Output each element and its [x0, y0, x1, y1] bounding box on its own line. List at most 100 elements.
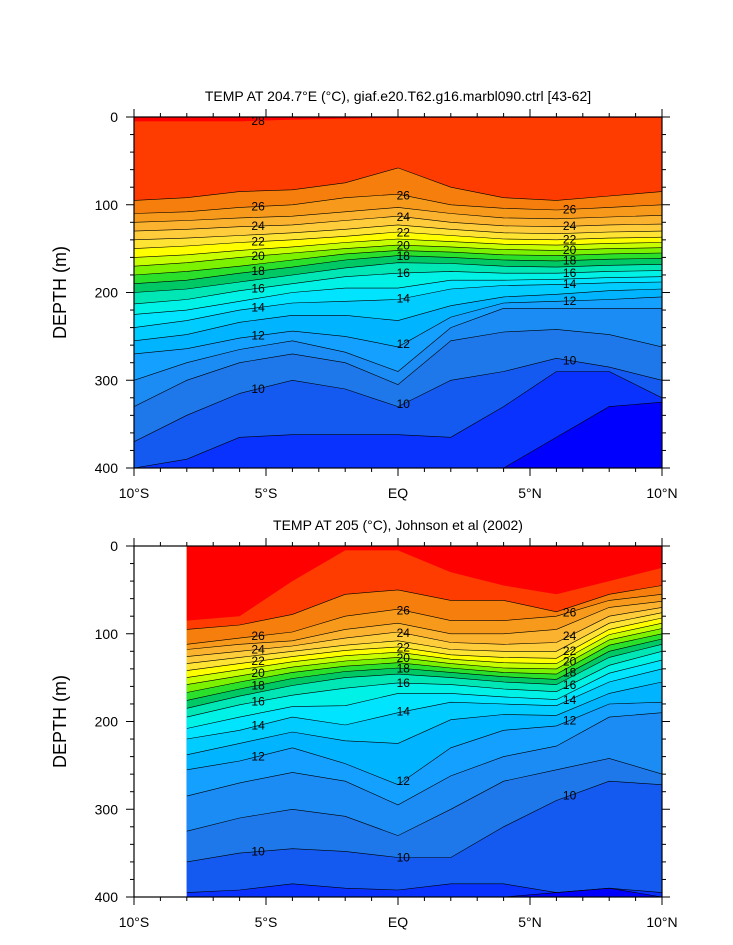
isotherm-17 — [186, 644, 662, 709]
isotherm-label: 12 — [397, 774, 411, 788]
isotherm-label: 10 — [397, 851, 411, 865]
y-tick-label: 300 — [95, 801, 119, 817]
y-axis-label: DEPTH (m) — [50, 675, 70, 768]
x-tick-label: 10°N — [646, 914, 677, 930]
isotherm-label: 18 — [397, 661, 411, 675]
isotherm-label: 24 — [397, 210, 411, 224]
isotherm-19 — [186, 633, 662, 693]
isotherm-label: 14 — [397, 705, 411, 719]
isotherm-27 — [186, 585, 662, 630]
isotherm-label: 10 — [563, 354, 577, 368]
isotherm-label: 24 — [397, 626, 411, 640]
isotherm-label: 14 — [397, 291, 411, 305]
isotherm-16 — [186, 651, 662, 718]
isotherm-label: 10 — [397, 397, 411, 411]
x-tick-label: 10°S — [119, 485, 150, 501]
isotherm-25 — [134, 207, 662, 223]
isotherm-label: 16 — [251, 281, 265, 295]
band-27 — [134, 117, 662, 201]
isotherm-label: 24 — [563, 219, 577, 233]
isotherm-26 — [186, 594, 662, 645]
isotherm-9 — [134, 401, 662, 468]
isotherm-label: 20 — [251, 249, 265, 263]
y-tick-label: 400 — [95, 889, 119, 905]
isotherm-10-5 — [134, 329, 662, 407]
isotherm-label: 26 — [563, 202, 577, 216]
isotherm-label: 16 — [251, 694, 265, 708]
isotherm-label: 20 — [397, 651, 411, 665]
y-tick-label: 0 — [110, 538, 118, 554]
isotherm-label: 12 — [563, 294, 577, 308]
isotherm-label: 24 — [563, 629, 577, 643]
isotherm-10-5 — [186, 758, 662, 836]
isotherm-12 — [134, 296, 662, 355]
isotherm-label: 22 — [397, 225, 411, 239]
y-tick-label: 400 — [95, 460, 119, 476]
y-tick-label: 200 — [95, 285, 119, 301]
isotherm-label: 22 — [251, 654, 265, 668]
x-tick-label: EQ — [388, 485, 408, 501]
isotherm-label: 28 — [251, 114, 265, 128]
isotherm-label: 18 — [563, 665, 577, 679]
isotherm-label: 26 — [251, 629, 265, 643]
isotherm-label: 20 — [251, 666, 265, 680]
isotherm-15 — [186, 659, 662, 729]
isotherm-17 — [134, 262, 662, 293]
isotherm-27 — [134, 167, 662, 201]
isotherm-label: 24 — [251, 642, 265, 656]
isotherm-label: 26 — [563, 605, 577, 619]
isotherm-label: 24 — [251, 219, 265, 233]
panel-title: TEMP AT 204.7°E (°C), giaf.e20.T62.g16.m… — [205, 88, 591, 104]
isotherm-22 — [134, 231, 662, 249]
isotherm-15 — [134, 276, 662, 315]
isotherm-10 — [186, 780, 662, 863]
isotherm-label: 12 — [397, 337, 411, 351]
isotherm-label: 18 — [251, 264, 265, 278]
isotherm-label: 10 — [563, 789, 577, 803]
isotherm-label: 26 — [397, 188, 411, 202]
isotherm-22 — [186, 617, 662, 671]
isotherm-label: 16 — [563, 266, 577, 280]
isotherm-14 — [186, 668, 662, 740]
isotherm-21 — [134, 238, 662, 258]
isotherm-9-5 — [134, 371, 662, 468]
x-tick-label: 10°N — [646, 485, 677, 501]
isotherm-label: 20 — [563, 243, 577, 257]
isotherm-label: 20 — [563, 655, 577, 669]
band-28 — [134, 117, 662, 122]
isotherm-label: 14 — [251, 719, 265, 733]
isotherm-11 — [134, 307, 662, 381]
x-tick-label: 5°S — [255, 914, 278, 930]
isotherm-24 — [186, 607, 662, 657]
y-tick-label: 300 — [95, 372, 119, 388]
isotherm-23 — [134, 224, 662, 241]
isotherm-label: 26 — [397, 603, 411, 617]
isotherm-11 — [186, 712, 662, 806]
y-tick-label: 0 — [110, 109, 118, 125]
isotherm-20 — [134, 244, 662, 267]
isotherm-label: 14 — [563, 277, 577, 291]
x-tick-label: 5°S — [255, 485, 278, 501]
isotherm-10 — [134, 357, 662, 442]
band-28 — [186, 546, 662, 621]
isotherm-19 — [134, 250, 662, 276]
isotherm-label: 12 — [251, 329, 265, 343]
isotherm-label: 20 — [397, 238, 411, 252]
isotherm-label: 22 — [563, 232, 577, 246]
y-tick-label: 200 — [95, 714, 119, 730]
y-tick-label: 100 — [95, 626, 119, 642]
isotherm-label: 26 — [251, 199, 265, 213]
isotherm-26 — [134, 193, 662, 214]
panel-title: TEMP AT 205 (°C), Johnson et al (2002) — [273, 517, 523, 533]
isotherm-13 — [134, 288, 662, 342]
isotherm-label: 22 — [563, 644, 577, 658]
x-tick-label: 5°N — [518, 914, 542, 930]
isotherm-label: 22 — [397, 641, 411, 655]
isotherm-18 — [186, 638, 662, 701]
isotherm-label: 12 — [251, 749, 265, 763]
isotherm-16 — [134, 270, 662, 305]
